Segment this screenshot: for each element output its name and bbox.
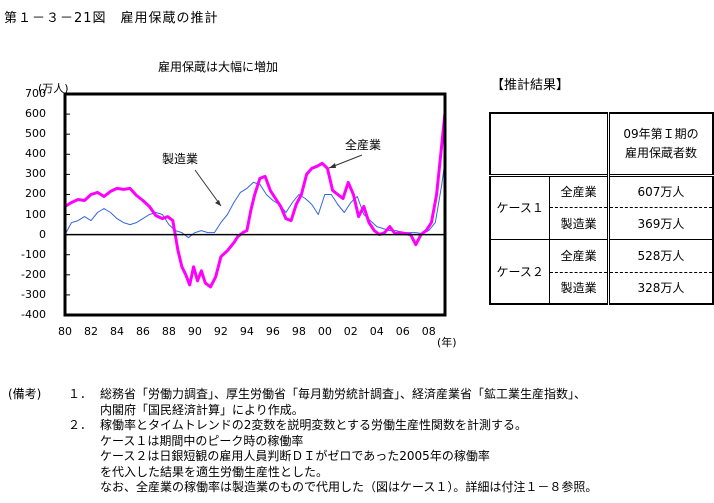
series-line-製造業 <box>64 160 446 239</box>
chart-title: 雇用保蔵は大幅に増加 <box>158 60 279 74</box>
note-line: 内閣府「国民経済計算」により作成。 <box>100 402 304 417</box>
sector-label: 全産業 <box>549 175 610 207</box>
results-table: 09年第Ｉ期の 雇用保蔵者数 ケース１ 全産業 607万人 製造業 369万人 … <box>489 112 714 305</box>
note-line: を代入した結果を適生労働生産性とした。 <box>100 464 329 479</box>
x-tick-label: 86 <box>135 325 150 338</box>
line-chart <box>63 92 447 317</box>
y-tick-label: 100 <box>25 207 46 221</box>
estimate-value: 369万人 <box>637 216 685 231</box>
y-tick-label: -400 <box>21 308 46 321</box>
x-tick-label: 84 <box>109 325 124 338</box>
note-number: ２． <box>67 418 92 432</box>
table-row: 製造業 369万人 <box>490 207 713 239</box>
header-line-2: 雇用保蔵者数 <box>624 145 697 160</box>
arrow-manufacturing <box>194 169 222 207</box>
table-header-estimate: 09年第Ｉ期の 雇用保蔵者数 <box>608 113 713 175</box>
sector-label: 全産業 <box>549 239 610 272</box>
estimate-value: 328万人 <box>637 281 685 296</box>
x-tick-label: 92 <box>213 325 228 338</box>
sector-label: 製造業 <box>549 272 610 304</box>
note-line: 総務省「労働力調査」、厚生労働省「毎月勤労統計調査」、経済産業省「鉱工業生産指数… <box>100 387 587 401</box>
x-tick-label: 94 <box>239 325 254 338</box>
y-tick-label: 0 <box>39 227 46 241</box>
x-axis-unit-label: (年) <box>437 336 457 349</box>
sector-label: 製造業 <box>549 207 610 239</box>
x-tick-label: 00 <box>317 325 332 338</box>
annotation-manufacturing: 製造業 <box>162 152 199 166</box>
note-number: １． <box>67 387 92 401</box>
y-axis-unit-label: (万人) <box>38 82 69 95</box>
y-tick-label: -100 <box>21 247 46 261</box>
annotation-all-industries: 全産業 <box>345 138 382 152</box>
table-row: ケース１ 全産業 607万人 <box>490 175 713 240</box>
table-header-blank <box>490 113 610 175</box>
x-tick-label: 06 <box>395 325 410 338</box>
note-line: ケース２は日銀短観の雇用人員判断ＤＩがゼロであった2005年の稼働率 <box>100 449 490 463</box>
y-tick-label: 500 <box>25 127 46 141</box>
results-title: 【推計結果】 <box>491 78 570 93</box>
x-tick-label: 96 <box>265 325 280 338</box>
estimate-value: 607万人 <box>637 185 685 199</box>
y-tick-label: -300 <box>21 287 46 301</box>
note-line: なお、全産業の稼働率は製造業のもので代用した（図はケース１）。詳細は付注１－８参… <box>100 480 598 494</box>
arrowhead-manufacturing-icon <box>215 200 221 206</box>
y-axis-tick-marks <box>65 93 70 316</box>
arrowhead-all-industries-icon <box>329 163 336 168</box>
x-tick-label: 98 <box>291 325 306 338</box>
notes-label: (備考) <box>8 387 42 401</box>
plot-frame <box>63 92 447 317</box>
notes: (備考) １． 総務省「労働力調査」、厚生労働省「毎月勤労統計調査」、経済産業省… <box>8 387 597 496</box>
x-tick-label: 80 <box>58 325 72 338</box>
y-tick-label: 400 <box>25 147 46 161</box>
y-tick-label: 600 <box>25 107 46 121</box>
header-line-1: 09年第Ｉ期の <box>623 126 699 141</box>
y-tick-label: 700 <box>25 87 46 100</box>
y-tick-label: 300 <box>25 167 46 181</box>
y-tick-label: -200 <box>21 267 46 281</box>
x-tick-label: 82 <box>83 325 98 338</box>
series-line-全産業 <box>64 112 447 289</box>
note-line: 稼働率とタイムトレンドの2変数を説明変数とする労働生産性関数を計測する。 <box>100 418 528 432</box>
figure-title: 第１－３－21図 雇用保蔵の推計 <box>4 11 219 26</box>
x-tick-label: 90 <box>187 325 202 338</box>
series-layer <box>64 112 447 289</box>
x-tick-label: 08 <box>421 325 436 338</box>
case-label: ケース２ <box>490 239 551 304</box>
x-tick-label: 02 <box>343 325 358 338</box>
x-tick-label: 04 <box>369 325 384 338</box>
y-tick-label: 200 <box>25 187 46 201</box>
note-line: ケース１は期間中のピーク時の稼働率 <box>100 433 304 448</box>
case-label: ケース１ <box>490 175 551 240</box>
estimate-value: 528万人 <box>637 249 685 263</box>
table-row: ケース２ 全産業 528万人 <box>490 239 713 304</box>
x-tick-label: 88 <box>161 325 176 338</box>
table-row: 製造業 328万人 <box>490 272 713 304</box>
